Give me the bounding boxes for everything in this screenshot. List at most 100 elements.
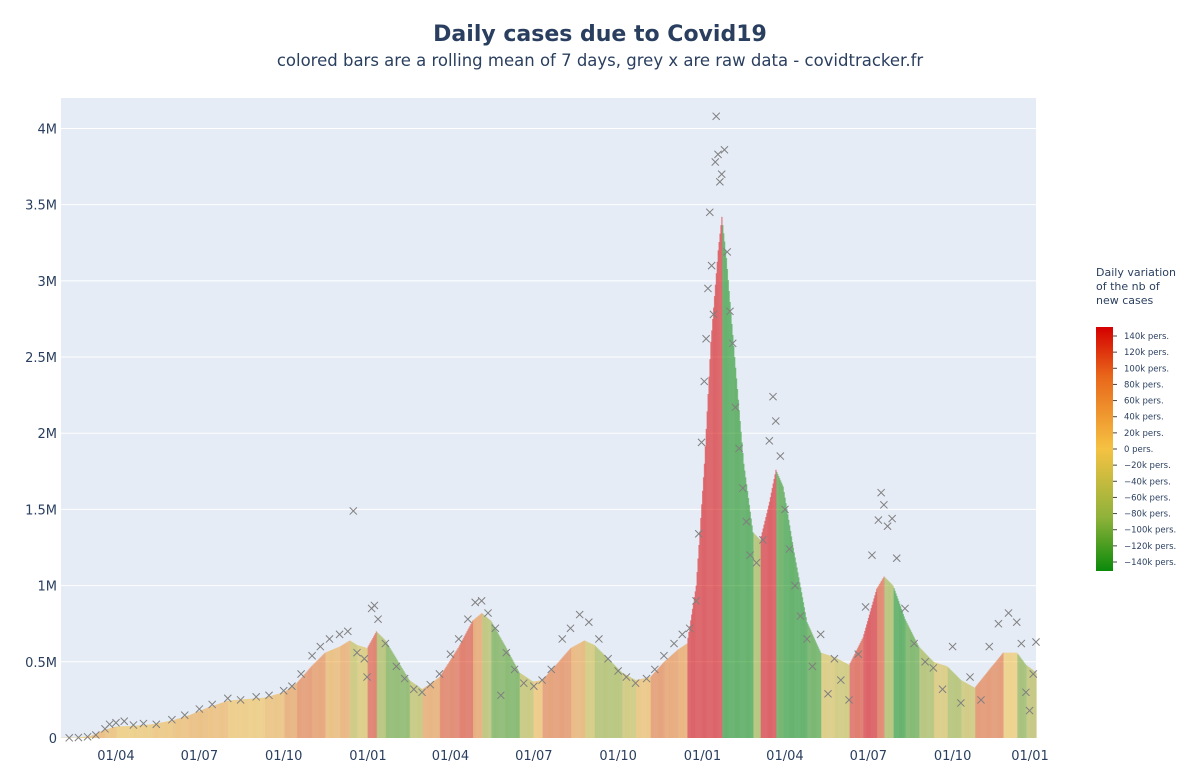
chart-title: Daily cases due to Covid19 [433,22,767,47]
rolling-mean-bar [463,636,466,738]
rolling-mean-bar [247,698,249,738]
rolling-mean-bar [833,656,835,738]
rolling-mean-bar [718,242,720,738]
rolling-mean-bar [573,646,576,738]
rolling-mean-bar [501,640,503,738]
rolling-mean-bar [678,649,680,738]
raw-data-marker [374,615,383,624]
rolling-mean-bar [537,680,539,738]
rolling-mean-bar [557,662,559,738]
raw-data-marker [363,673,372,682]
rolling-mean-bar [636,679,638,738]
rolling-mean-bar [775,469,777,738]
rolling-mean-bar [568,650,570,738]
rolling-mean-bar [392,652,394,738]
rolling-mean-bar [507,651,510,738]
rolling-mean-bar [667,658,669,738]
rolling-mean-bar [778,478,781,738]
rolling-mean-bar [787,514,789,738]
raw-data-marker [802,634,811,643]
raw-data-marker [808,662,817,671]
rolling-mean-bar [694,591,696,738]
rolling-mean-bar [252,698,254,738]
rolling-mean-bar [973,687,975,738]
rolling-mean-bar [855,652,857,738]
rolling-mean-bar [910,631,913,738]
rolling-mean-bar [175,719,177,738]
rolling-mean-bar [684,644,686,738]
rolling-mean-bar [852,657,854,738]
rolling-mean-bar [88,736,90,738]
rolling-mean-bar [774,474,776,738]
rolling-mean-bar [820,652,822,738]
rolling-mean-bar [995,661,997,738]
rolling-mean-bar [475,617,477,738]
rolling-mean-bar [760,536,762,738]
rolling-mean-bar [740,431,742,738]
rolling-mean-bar [519,673,521,738]
rolling-mean-bar [747,498,750,738]
rolling-mean-bar [524,676,526,738]
rolling-mean-bar [755,535,757,738]
rolling-mean-bar [154,723,157,738]
rolling-mean-bar [585,641,587,738]
rolling-mean-bar [159,722,161,738]
rolling-mean-bar [832,656,834,738]
rolling-mean-bar [794,557,796,738]
rolling-mean-bar [240,699,242,738]
rolling-mean-bar [910,630,912,738]
rolling-mean-bar [208,707,210,738]
rolling-mean-bar [1028,666,1030,738]
rolling-mean-bar [734,357,736,738]
rolling-mean-bar [79,737,82,738]
rolling-mean-bar [515,667,518,738]
rolling-mean-bar [291,686,293,738]
raw-data-marker [707,261,716,270]
rolling-mean-bar [146,724,148,738]
rolling-mean-bar [988,669,991,738]
rolling-mean-bar [942,664,944,738]
rolling-mean-bar [673,652,675,738]
rolling-mean-bar [911,633,914,738]
chart-subtitle: colored bars are a rolling mean of 7 day… [276,51,924,70]
rolling-mean-bar [893,588,895,738]
rolling-mean-bar [114,726,116,738]
rolling-mean-bar [485,616,488,738]
rolling-mean-bar [866,621,869,738]
rolling-mean-bar [804,612,806,738]
colorbar-tick-label: −140k pers. [1124,558,1176,568]
rolling-mean-bar [336,647,338,738]
rolling-mean-bar [244,699,247,738]
colorbar-tick-label: −120k pers. [1124,542,1176,552]
rolling-mean-bar [1002,652,1004,738]
rolling-mean-bar [509,655,511,738]
rolling-mean-bar [877,585,880,738]
rolling-mean-bar [548,672,550,738]
rolling-mean-bar [764,520,766,738]
colorbar-title-line: Daily variation [1096,266,1176,279]
rolling-mean-bar [1004,652,1006,738]
rolling-mean-bar [248,698,250,738]
rolling-mean-bar [679,648,681,738]
rolling-mean-bar [986,672,988,738]
rolling-mean-bar [502,641,504,738]
rolling-mean-bar [784,497,786,738]
rolling-mean-bar [233,700,236,738]
rolling-mean-bar [691,608,694,738]
rolling-mean-bar [958,678,960,738]
rolling-mean-bar [648,677,651,738]
rolling-mean-bar [228,700,230,738]
x-tick-label: 01/01 [1011,749,1048,764]
rolling-mean-bar [575,645,577,738]
rolling-mean-bar [532,681,534,738]
x-tick-label: 01/10 [265,749,302,764]
rolling-mean-bar [312,664,314,738]
rolling-mean-bar [564,654,566,738]
rolling-mean-bar [119,726,121,738]
rolling-mean-bar [783,492,785,738]
rolling-mean-bar [423,687,425,738]
rolling-mean-bar [836,658,839,738]
rolling-mean-bar [571,647,574,738]
rolling-mean-bar [840,660,842,738]
rolling-mean-bar [381,636,383,738]
